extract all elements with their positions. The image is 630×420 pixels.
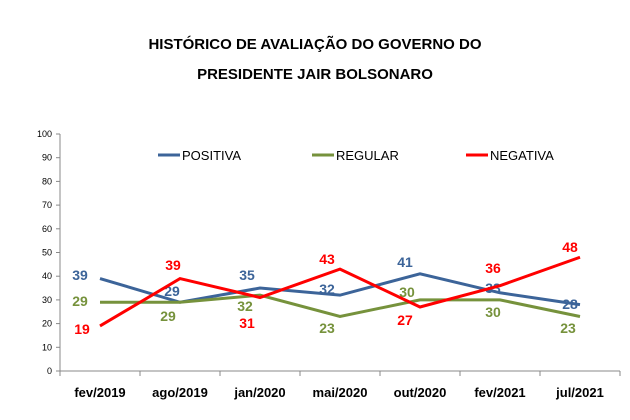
legend-label: REGULAR <box>336 148 399 163</box>
legend-label: POSITIVA <box>182 148 241 163</box>
data-label: 32 <box>237 298 253 314</box>
y-tick-label: 70 <box>42 200 52 210</box>
data-label: 39 <box>72 267 88 283</box>
x-tick-label: fev/2019 <box>74 385 125 400</box>
legend-label: NEGATIVA <box>490 148 554 163</box>
x-tick-label: jul/2021 <box>555 385 604 400</box>
y-tick-label: 30 <box>42 295 52 305</box>
data-label: 48 <box>562 239 578 255</box>
x-tick-label: mai/2020 <box>313 385 368 400</box>
data-label: 36 <box>485 260 501 276</box>
data-label: 27 <box>397 312 413 328</box>
data-label: 23 <box>319 320 335 336</box>
data-label: 23 <box>560 320 576 336</box>
chart-subtitle: PRESIDENTE JAIR BOLSONARO <box>197 66 433 83</box>
y-tick-label: 20 <box>42 319 52 329</box>
data-label: 31 <box>239 315 255 331</box>
data-label: 28 <box>562 296 578 312</box>
data-label: 32 <box>319 281 335 297</box>
data-label: 29 <box>72 293 88 309</box>
data-label: 41 <box>397 254 413 270</box>
y-tick-label: 0 <box>47 366 52 376</box>
data-label: 30 <box>485 304 501 320</box>
data-label: 29 <box>160 308 176 324</box>
y-tick-label: 60 <box>42 224 52 234</box>
data-label: 35 <box>239 267 255 283</box>
data-label: 43 <box>319 251 335 267</box>
y-tick-label: 10 <box>42 342 52 352</box>
y-tick-label: 90 <box>42 153 52 163</box>
x-tick-label: out/2020 <box>394 385 447 400</box>
x-tick-label: jan/2020 <box>233 385 285 400</box>
data-label: 39 <box>165 257 181 273</box>
chart-title: HISTÓRICO DE AVALIAÇÃO DO GOVERNO DO <box>148 36 482 53</box>
data-label: 19 <box>74 321 90 337</box>
y-tick-label: 50 <box>42 248 52 258</box>
y-tick-label: 100 <box>37 129 52 139</box>
x-tick-label: fev/2021 <box>474 385 525 400</box>
y-tick-label: 40 <box>42 271 52 281</box>
y-tick-label: 80 <box>42 176 52 186</box>
x-tick-label: ago/2019 <box>152 385 208 400</box>
data-label: 30 <box>399 284 415 300</box>
